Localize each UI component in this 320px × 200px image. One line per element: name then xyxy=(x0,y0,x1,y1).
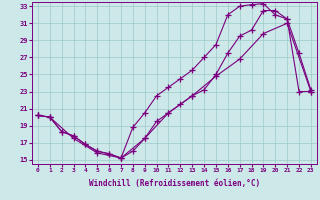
X-axis label: Windchill (Refroidissement éolien,°C): Windchill (Refroidissement éolien,°C) xyxy=(89,179,260,188)
